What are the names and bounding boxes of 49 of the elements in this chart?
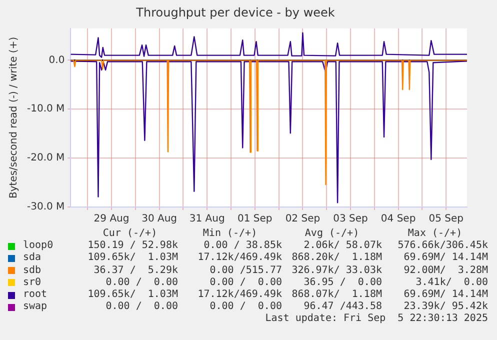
text: 0.00 /515.77 bbox=[208, 264, 282, 277]
x-tick-label: 29 Aug bbox=[94, 214, 130, 225]
legend-label: swap bbox=[23, 301, 48, 314]
x-tick-label: 30 Aug bbox=[142, 214, 178, 225]
text: Max (-/+) bbox=[406, 228, 464, 240]
text: 69.69M/ 14.14M bbox=[402, 289, 488, 301]
text: 150.19 / 52.98k bbox=[86, 240, 178, 252]
y-tick-label: -10.0 M bbox=[26, 104, 65, 115]
text: 326.97k/ 33.03k bbox=[290, 264, 382, 277]
y-tick-label: -30.0 M bbox=[26, 202, 65, 213]
text: 69.69M/ 14.14M bbox=[402, 252, 488, 265]
text: Last update: Fri Sep 5 22:30:13 2025 bbox=[264, 313, 489, 324]
legend-label: sda bbox=[23, 252, 42, 265]
y-tick-label: -20.0 M bbox=[26, 152, 65, 164]
y-axis-title: Bytes/second read (-) / write (+) bbox=[8, 36, 20, 199]
text: 868.07k/ 1.18M bbox=[290, 289, 382, 302]
chart-title: Throughput per device - by week bbox=[135, 5, 335, 20]
legend-label: sr0 bbox=[23, 276, 42, 290]
text: 0.00 / 0.00 bbox=[104, 276, 178, 289]
x-tick-label: 01 Sep bbox=[238, 214, 272, 225]
text: Avg (-/+) bbox=[304, 228, 360, 240]
legend-label: root bbox=[23, 289, 48, 302]
text: Min (-/+) bbox=[202, 228, 258, 240]
text: 0.00 / 38.85k bbox=[202, 240, 282, 252]
x-tick-label: 02 Sep bbox=[285, 214, 320, 225]
text: 109.65k/ 1.03M bbox=[86, 289, 178, 302]
legend-label: sdb bbox=[23, 264, 42, 277]
text: 3.41k/ 0.00 bbox=[414, 276, 488, 290]
text: 868.20k/ 1.18M bbox=[290, 252, 382, 265]
text: 96.47 /443.58 bbox=[302, 301, 382, 313]
x-tick-label: 31 Aug bbox=[189, 214, 225, 225]
text: 2.06k/ 58.07k bbox=[302, 240, 382, 252]
text: 36.37 / 5.29k bbox=[92, 264, 178, 277]
text: 23.39k/ 95.42k bbox=[402, 301, 488, 314]
x-tick-label: 04 Sep bbox=[380, 214, 416, 225]
text: 109.65k/ 1.03M bbox=[86, 252, 178, 265]
legend-label: loop0 bbox=[23, 240, 54, 252]
x-tick-label: 03 Sep bbox=[333, 214, 368, 225]
text: 17.12k/469.49k bbox=[196, 252, 282, 265]
y-tick-label: 0.0 bbox=[48, 54, 65, 66]
x-tick-label: 05 Sep bbox=[428, 214, 464, 225]
text: Cur (-/+) bbox=[102, 228, 158, 240]
text: 17.12k/469.49k bbox=[196, 289, 282, 302]
text: 92.00M/ 3.28M bbox=[402, 264, 488, 277]
text: 36.95 / 0.00 bbox=[302, 276, 382, 289]
text: 0.00 / 0.00 bbox=[208, 276, 282, 289]
text: 0.00 / 0.00 bbox=[208, 301, 282, 314]
text: 576.66k/306.45k bbox=[396, 240, 488, 252]
text: 0.00 / 0.00 bbox=[104, 301, 178, 314]
